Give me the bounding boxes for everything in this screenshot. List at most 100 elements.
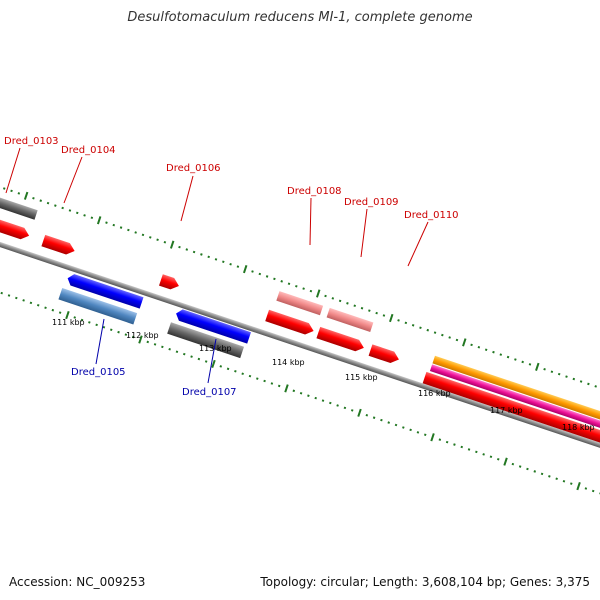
gene-feature-dred0105[interactable] <box>58 288 138 325</box>
upper-track-minor-tick <box>134 231 137 234</box>
upper-track-minor-tick <box>265 275 269 278</box>
upper-track-minor-tick <box>105 221 108 224</box>
upper-track-minor-tick <box>295 284 298 288</box>
lower-track-minor-tick <box>7 294 11 297</box>
upper-track-minor-tick <box>492 350 495 354</box>
upper-track-minor-tick <box>46 201 50 205</box>
accession-text: Accession: NC_009253 <box>9 575 146 589</box>
gene-feature-red-7[interactable] <box>422 371 600 446</box>
upper-track-minor-tick <box>499 353 503 356</box>
gene-feature-dred0109[interactable] <box>326 307 374 333</box>
gene-label-dred0109[interactable]: Dred_0109 <box>344 197 399 208</box>
lower-track-major-tick <box>430 433 435 442</box>
lower-track-minor-tick <box>496 457 500 461</box>
gene-feature-dred0105-upper[interactable] <box>66 273 144 309</box>
upper-track-minor-tick <box>382 314 386 317</box>
upper-track-minor-tick <box>353 304 357 308</box>
lower-track-minor-tick <box>168 348 171 351</box>
upper-track-minor-tick <box>127 228 130 232</box>
upper-track-minor-tick <box>17 192 21 195</box>
lower-track-minor-tick <box>372 416 376 419</box>
upper-track-major-tick <box>96 216 102 225</box>
lower-track-minor-tick <box>153 343 157 346</box>
upper-track-minor-tick <box>302 287 305 290</box>
callout-dred0110 <box>407 221 429 267</box>
upper-track-minor-tick <box>484 348 488 351</box>
gene-label-dred0110[interactable]: Dred_0110 <box>404 210 459 221</box>
upper-track-minor-tick <box>156 238 159 242</box>
gene-feature-red-6[interactable] <box>368 344 401 365</box>
gene-feature-red-3[interactable] <box>159 274 181 291</box>
upper-track-minor-tick <box>411 324 415 327</box>
upper-track-minor-tick <box>543 368 546 371</box>
upper-track-minor-tick <box>441 333 444 337</box>
upper-track-minor-tick <box>287 282 291 286</box>
lower-track-minor-tick <box>88 321 91 324</box>
upper-track-minor-tick <box>90 216 94 220</box>
gene-label-dred0104[interactable]: Dred_0104 <box>61 145 116 156</box>
callout-dred0103 <box>5 147 21 194</box>
upper-track-minor-tick <box>141 233 145 237</box>
upper-track-major-tick <box>316 289 321 298</box>
lower-track-minor-tick <box>475 450 478 454</box>
upper-track-minor-tick <box>404 321 408 325</box>
gene-feature-dred0107-upper[interactable] <box>174 308 251 344</box>
upper-track-minor-tick <box>236 265 240 268</box>
gene-feature-red-5[interactable] <box>316 326 365 354</box>
lower-track-minor-tick <box>555 477 558 481</box>
lower-track-minor-tick <box>248 374 252 378</box>
genome-title: Desulfotomaculum reducens MI-1, complete… <box>127 10 473 25</box>
lower-track-minor-tick <box>307 394 310 397</box>
lower-track-minor-tick <box>336 404 339 407</box>
upper-track-minor-tick <box>587 382 590 386</box>
upper-track-minor-tick <box>506 355 510 359</box>
callout-dred0106 <box>180 175 194 222</box>
lower-track-minor-tick <box>277 384 281 388</box>
lower-track-minor-tick <box>175 350 179 353</box>
lower-track-minor-tick <box>226 367 230 371</box>
upper-track-minor-tick <box>68 209 72 212</box>
gene-label-dred0106[interactable]: Dred_0106 <box>166 163 221 174</box>
callout-dred0104 <box>63 156 83 204</box>
upper-track-minor-tick <box>178 245 181 249</box>
gene-label-dred0103[interactable]: Dred_0103 <box>4 136 59 147</box>
gene-feature-dred0110-b[interactable] <box>429 364 600 432</box>
lower-track-minor-tick <box>95 323 98 327</box>
lower-track-minor-tick <box>584 487 588 490</box>
upper-track-minor-tick <box>375 311 378 315</box>
lower-track-minor-tick <box>22 299 25 302</box>
gene-label-dred0105[interactable]: Dred_0105 <box>71 367 126 378</box>
lower-track-minor-tick <box>117 330 120 334</box>
gene-feature-red-2[interactable] <box>41 234 76 257</box>
lower-track-minor-tick <box>73 316 77 319</box>
upper-track-minor-tick <box>338 299 342 303</box>
lower-track-minor-tick <box>197 357 201 361</box>
upper-track-minor-tick <box>75 211 79 215</box>
lower-track-minor-tick <box>219 365 223 368</box>
lower-track-minor-tick <box>0 291 3 295</box>
upper-track-minor-tick <box>32 196 35 200</box>
lower-track-minor-tick <box>299 391 303 395</box>
kbp-label-112: 112 kbp <box>126 331 159 340</box>
lower-track-minor-tick <box>350 409 354 412</box>
lower-track-minor-tick <box>526 467 529 471</box>
upper-track-major-tick <box>242 264 248 274</box>
gene-label-dred0107[interactable]: Dred_0107 <box>182 387 237 398</box>
upper-track-minor-tick <box>419 326 422 330</box>
callout-dred0107 <box>207 338 217 384</box>
lower-track-minor-tick <box>270 382 274 385</box>
lower-track-minor-tick <box>562 479 566 483</box>
lower-track-minor-tick <box>380 418 383 422</box>
lower-track-minor-tick <box>570 482 573 485</box>
gene-feature-dred0107[interactable] <box>167 322 245 359</box>
upper-track-minor-tick <box>455 338 459 342</box>
gene-feature-red-4[interactable] <box>265 309 315 337</box>
gene-label-dred0108[interactable]: Dred_0108 <box>287 186 342 197</box>
gene-feature-dred0110-a[interactable] <box>432 355 600 425</box>
gene-feature-red-1[interactable] <box>0 214 31 241</box>
upper-track-minor-tick <box>368 309 371 312</box>
lower-track-minor-tick <box>548 475 551 478</box>
gene-feature-dred0108[interactable] <box>276 291 324 316</box>
gene-feature-dred0103[interactable] <box>0 195 38 220</box>
